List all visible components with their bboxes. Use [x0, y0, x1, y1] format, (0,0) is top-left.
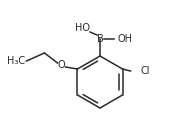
Text: Cl: Cl — [140, 66, 150, 76]
Text: HO: HO — [75, 23, 90, 33]
Text: B: B — [97, 34, 103, 44]
Text: H₃C: H₃C — [7, 56, 25, 66]
Text: O: O — [58, 60, 65, 70]
Text: OH: OH — [117, 34, 132, 44]
